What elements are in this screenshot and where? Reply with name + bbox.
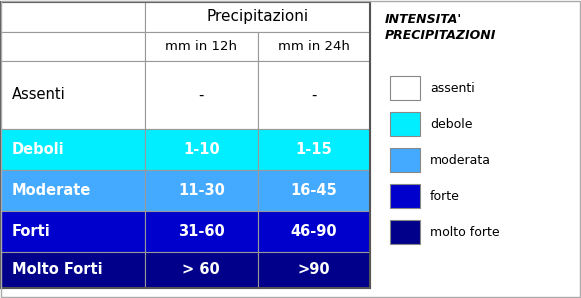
Bar bbox=[390, 148, 420, 172]
Text: 11-30: 11-30 bbox=[178, 183, 225, 198]
Bar bbox=[257, 61, 370, 129]
Text: INTENSITA'
PRECIPITAZIONI: INTENSITA' PRECIPITAZIONI bbox=[385, 13, 496, 42]
Bar bbox=[257, 129, 370, 170]
Text: Molto Forti: Molto Forti bbox=[12, 263, 103, 277]
Bar bbox=[257, 211, 370, 252]
Bar bbox=[0, 252, 145, 288]
Bar bbox=[0, 2, 145, 32]
Bar bbox=[257, 170, 370, 211]
Bar bbox=[145, 170, 257, 211]
Bar bbox=[145, 2, 370, 32]
Text: 46-90: 46-90 bbox=[290, 224, 337, 239]
Text: 31-60: 31-60 bbox=[178, 224, 225, 239]
Bar bbox=[390, 184, 420, 208]
Bar bbox=[390, 220, 420, 244]
Text: > 60: > 60 bbox=[182, 263, 220, 277]
Text: mm in 24h: mm in 24h bbox=[278, 40, 350, 53]
Bar bbox=[257, 32, 370, 61]
Text: forte: forte bbox=[430, 190, 460, 203]
Text: -: - bbox=[199, 88, 204, 103]
Text: 16-45: 16-45 bbox=[290, 183, 337, 198]
Text: Assenti: Assenti bbox=[12, 88, 66, 103]
Text: 1-10: 1-10 bbox=[183, 142, 220, 157]
Text: -: - bbox=[311, 88, 317, 103]
Bar bbox=[145, 252, 257, 288]
Bar bbox=[0, 211, 145, 252]
Bar bbox=[145, 32, 257, 61]
Text: assenti: assenti bbox=[430, 81, 475, 94]
Bar bbox=[0, 170, 145, 211]
Bar bbox=[145, 61, 257, 129]
Bar bbox=[257, 252, 370, 288]
Text: Forti: Forti bbox=[12, 224, 51, 239]
Text: Deboli: Deboli bbox=[12, 142, 64, 157]
Text: moderata: moderata bbox=[430, 153, 491, 167]
Bar bbox=[0, 61, 145, 129]
Text: >90: >90 bbox=[297, 263, 330, 277]
Text: 1-15: 1-15 bbox=[295, 142, 332, 157]
Text: mm in 12h: mm in 12h bbox=[165, 40, 237, 53]
Bar bbox=[0, 2, 370, 288]
Bar bbox=[0, 32, 145, 61]
Bar bbox=[145, 211, 257, 252]
Bar bbox=[145, 129, 257, 170]
Text: Precipitazioni: Precipitazioni bbox=[206, 9, 309, 24]
Bar bbox=[390, 112, 420, 136]
Text: Moderate: Moderate bbox=[12, 183, 91, 198]
Bar bbox=[0, 129, 145, 170]
Bar bbox=[390, 76, 420, 100]
Text: molto forte: molto forte bbox=[430, 226, 500, 238]
Text: debole: debole bbox=[430, 117, 472, 131]
